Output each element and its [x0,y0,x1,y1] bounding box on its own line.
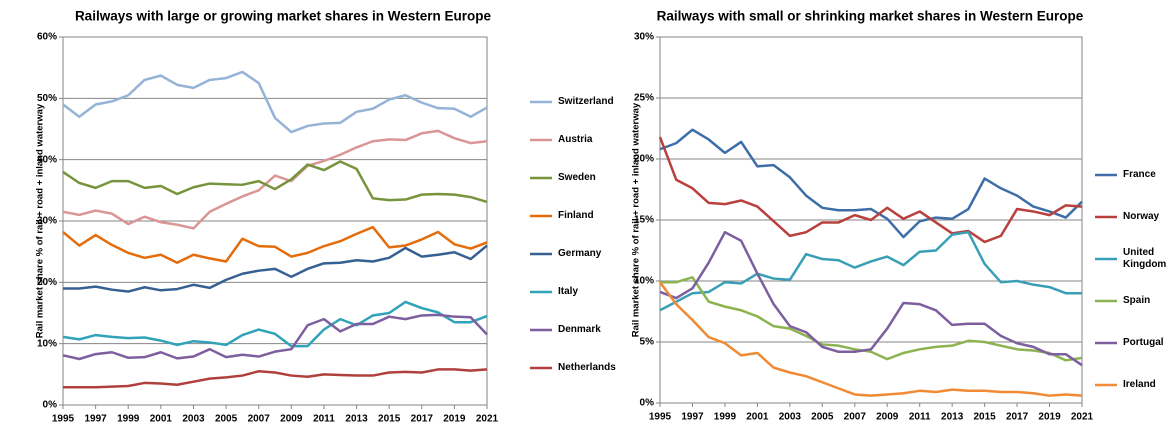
y-tick-label: 10% [634,276,654,287]
legend-label: United Kingdom [1123,247,1167,270]
series-line [62,313,488,361]
x-tick-label: 2003 [182,414,205,425]
series-line [660,276,1083,362]
y-axis-title: Rail market share % of rail + road + inl… [631,102,642,337]
y-tick-label: 20% [634,154,654,165]
x-tick-label: 2019 [1038,412,1061,423]
y-tick-label: 50% [37,93,57,104]
legend-label: Finland [558,210,594,221]
series-line [659,230,1083,367]
y-tick-label: 25% [634,93,654,104]
chart-title: Railways with large or growing market sh… [75,9,492,24]
legend-label: Switzerland [558,96,614,107]
y-tick-label: 15% [634,215,654,226]
x-tick-label: 2005 [215,414,238,425]
x-tick-label: 2019 [443,414,466,425]
series-line [62,300,488,348]
y-tick-label: 0% [640,398,655,409]
y-tick-label: 40% [37,154,57,165]
series-line [62,225,488,264]
y-tick-label: 20% [37,277,57,288]
x-tick-label: 2001 [150,414,173,425]
series-line [62,129,488,230]
plot-frame [62,36,488,406]
x-tick-label: 1997 [84,414,107,425]
series-line [658,136,1083,244]
x-tick-label: 2017 [411,414,434,425]
series-line [63,368,488,389]
series-line [62,160,488,204]
plot-frame [659,36,1083,404]
x-tick-label: 2005 [811,412,834,423]
legend-label: France [1123,169,1156,180]
x-tick-label: 2001 [746,412,769,423]
legend-label: Ireland [1123,379,1156,390]
x-tick-label: 2015 [973,412,996,423]
x-tick-label: 1995 [649,412,672,423]
series-line [62,70,488,134]
legend-label: Norway [1123,211,1160,222]
x-tick-label: 2021 [1071,412,1094,423]
y-tick-label: 30% [37,216,57,227]
y-tick-label: 0% [43,400,58,411]
x-tick-label: 1999 [714,412,737,423]
y-tick-label: 5% [640,337,655,348]
x-tick-label: 2013 [941,412,964,423]
series-line [659,128,1083,239]
x-tick-label: 2015 [378,414,401,425]
x-tick-label: 2003 [779,412,802,423]
chart-title: Railways with small or shrinking market … [657,9,1084,24]
legend-label: Sweden [558,172,596,183]
x-tick-label: 2013 [345,414,368,425]
legend-label: Austria [558,134,593,145]
legend-label: Denmark [558,324,601,335]
legend-label: Spain [1123,295,1151,306]
legend-label: Germany [558,248,602,259]
x-tick-label: 2009 [876,412,899,423]
series-line [658,281,1083,397]
x-tick-label: 2007 [248,414,271,425]
legend-label: Italy [558,286,579,297]
x-tick-label: 1995 [52,414,75,425]
x-tick-label: 1999 [117,414,140,425]
x-tick-label: 1997 [681,412,704,423]
y-axis-title: Rail market share % of rail + road + inl… [35,103,46,338]
x-tick-label: 2011 [313,414,335,425]
x-tick-label: 2021 [476,414,499,425]
series-line [63,244,488,293]
x-tick-label: 2007 [844,412,867,423]
legend-label: Portugal [1123,337,1164,348]
y-tick-label: 10% [37,338,57,349]
x-tick-label: 2011 [909,412,931,423]
y-tick-label: 30% [634,32,654,43]
x-tick-label: 2017 [1006,412,1029,423]
x-tick-label: 2009 [280,414,303,425]
y-tick-label: 60% [37,32,57,43]
legend-label: Netherlands [558,362,616,373]
series-line [659,230,1082,312]
